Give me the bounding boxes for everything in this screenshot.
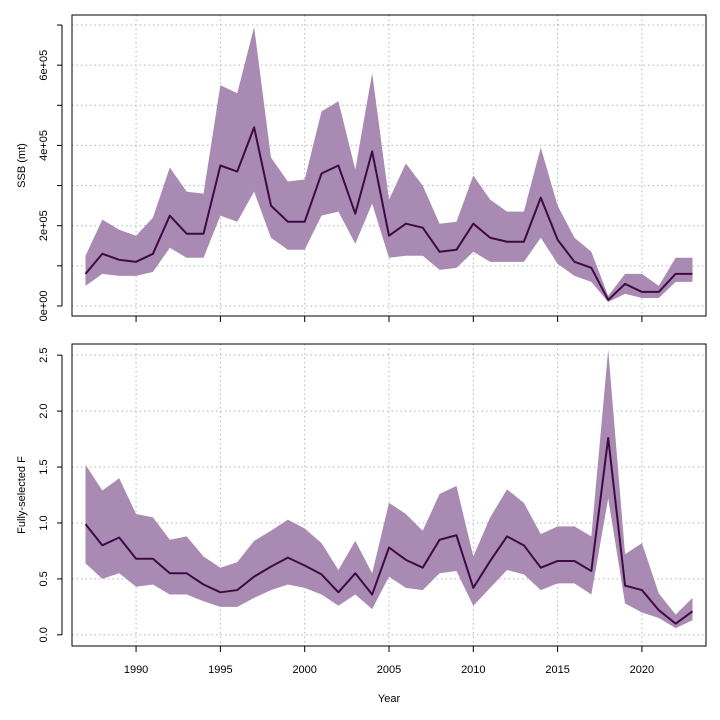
- y-tick-label: 4e+05: [38, 130, 50, 161]
- f-confidence-band: [85, 349, 693, 629]
- ssb-y-axis: 0e+00 2e+05 4e+05 6e+05: [38, 24, 63, 322]
- f-panel: 1990 1995 2000 2005 2010 2015 2020 0.0 0.5 1.0 1.…: [16, 343, 707, 676]
- f-estimate-line: [84, 436, 694, 625]
- ssb-grid: [72, 15, 706, 316]
- x-tick-label: 2010: [461, 664, 485, 676]
- f-y-axis-title: Fully-selected F: [16, 456, 28, 534]
- y-tick-label: 2.0: [38, 403, 50, 418]
- y-tick-label: 2e+05: [38, 210, 50, 241]
- ssb-panel: 0e+00 2e+05 4e+05 6e+05 SSB (mt): [16, 14, 707, 322]
- ssb-y-axis-title: SSB (mt): [16, 143, 28, 188]
- x-tick-label: 1995: [208, 664, 232, 676]
- f-y-axis: 0.0 0.5 1.0 1.5 2.0 2.5: [38, 348, 63, 642]
- x-tick-label: 2005: [377, 664, 401, 676]
- f-grid: [72, 344, 706, 646]
- x-tick-label: 2000: [292, 664, 316, 676]
- x-axis-title: Year: [378, 693, 401, 705]
- y-tick-label: 1.5: [38, 459, 50, 474]
- y-tick-label: 2.5: [38, 348, 50, 363]
- y-tick-label: 0e+00: [38, 291, 50, 322]
- y-tick-label: 6e+05: [38, 50, 50, 81]
- ssb-estimate-line: [84, 126, 693, 301]
- y-tick-label: 0.0: [38, 627, 50, 642]
- y-tick-label: 0.5: [38, 571, 50, 586]
- y-tick-label: 1.0: [38, 515, 50, 530]
- f-x-axis: 1990 1995 2000 2005 2010 2015 2020: [124, 646, 654, 676]
- ssb-confidence-band: [85, 27, 693, 302]
- ssb-x-axis: [135, 316, 643, 322]
- x-tick-label: 1990: [124, 664, 148, 676]
- x-tick-label: 2020: [630, 664, 654, 676]
- x-tick-label: 2015: [545, 664, 569, 676]
